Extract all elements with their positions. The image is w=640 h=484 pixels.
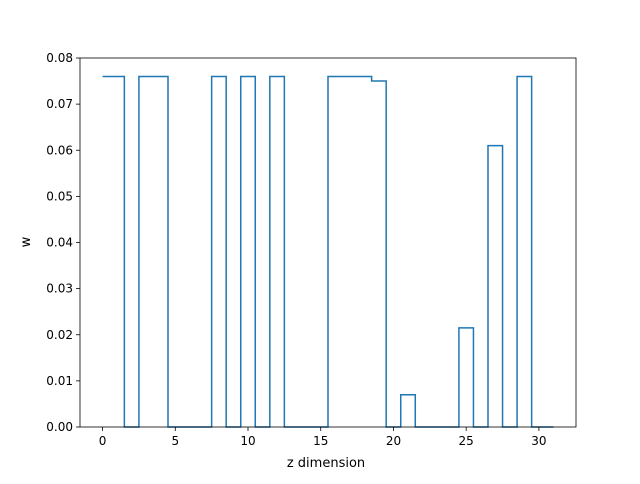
y-tick-label: 0.04 bbox=[46, 236, 73, 250]
y-axis-label: w bbox=[19, 236, 34, 247]
x-tick-label: 10 bbox=[240, 434, 255, 448]
y-tick-label: 0.02 bbox=[46, 328, 73, 342]
x-axis-label: z dimension bbox=[287, 456, 365, 471]
series-step-line-0 bbox=[102, 75, 554, 428]
x-tick-label: 25 bbox=[459, 434, 474, 448]
x-tick-label: 30 bbox=[531, 434, 546, 448]
plot-data-layer bbox=[102, 75, 554, 428]
y-tick-label: 0.00 bbox=[46, 420, 73, 434]
axes-layer: 0 5 10 15 20 25 30 0.00 0.01 0.02 0.03 0.04 0.05 0.06… bbox=[46, 51, 577, 448]
y-tick-label: 0.05 bbox=[46, 189, 73, 203]
y-tick-label: 0.01 bbox=[46, 374, 73, 388]
y-tick-label: 0.07 bbox=[46, 97, 73, 111]
y-tick-label: 0.08 bbox=[46, 51, 73, 65]
x-tick-label: 20 bbox=[386, 434, 401, 448]
y-tick-label: 0.03 bbox=[46, 282, 73, 296]
x-tick-label: 0 bbox=[99, 434, 107, 448]
x-tick-label: 5 bbox=[171, 434, 179, 448]
x-tick-label: 15 bbox=[313, 434, 328, 448]
y-tick-label: 0.06 bbox=[46, 143, 73, 157]
